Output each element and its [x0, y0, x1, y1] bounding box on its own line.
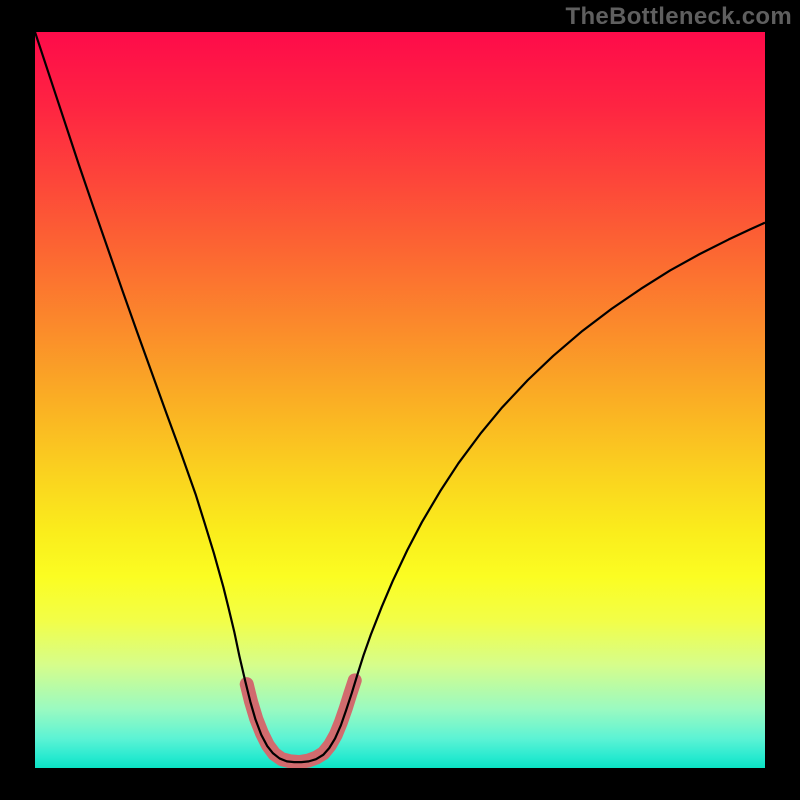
chart-svg — [35, 32, 765, 768]
plot-area — [35, 32, 765, 768]
chart-frame: TheBottleneck.com — [0, 0, 800, 800]
watermark-text: TheBottleneck.com — [566, 3, 792, 31]
gradient-background — [35, 32, 765, 768]
